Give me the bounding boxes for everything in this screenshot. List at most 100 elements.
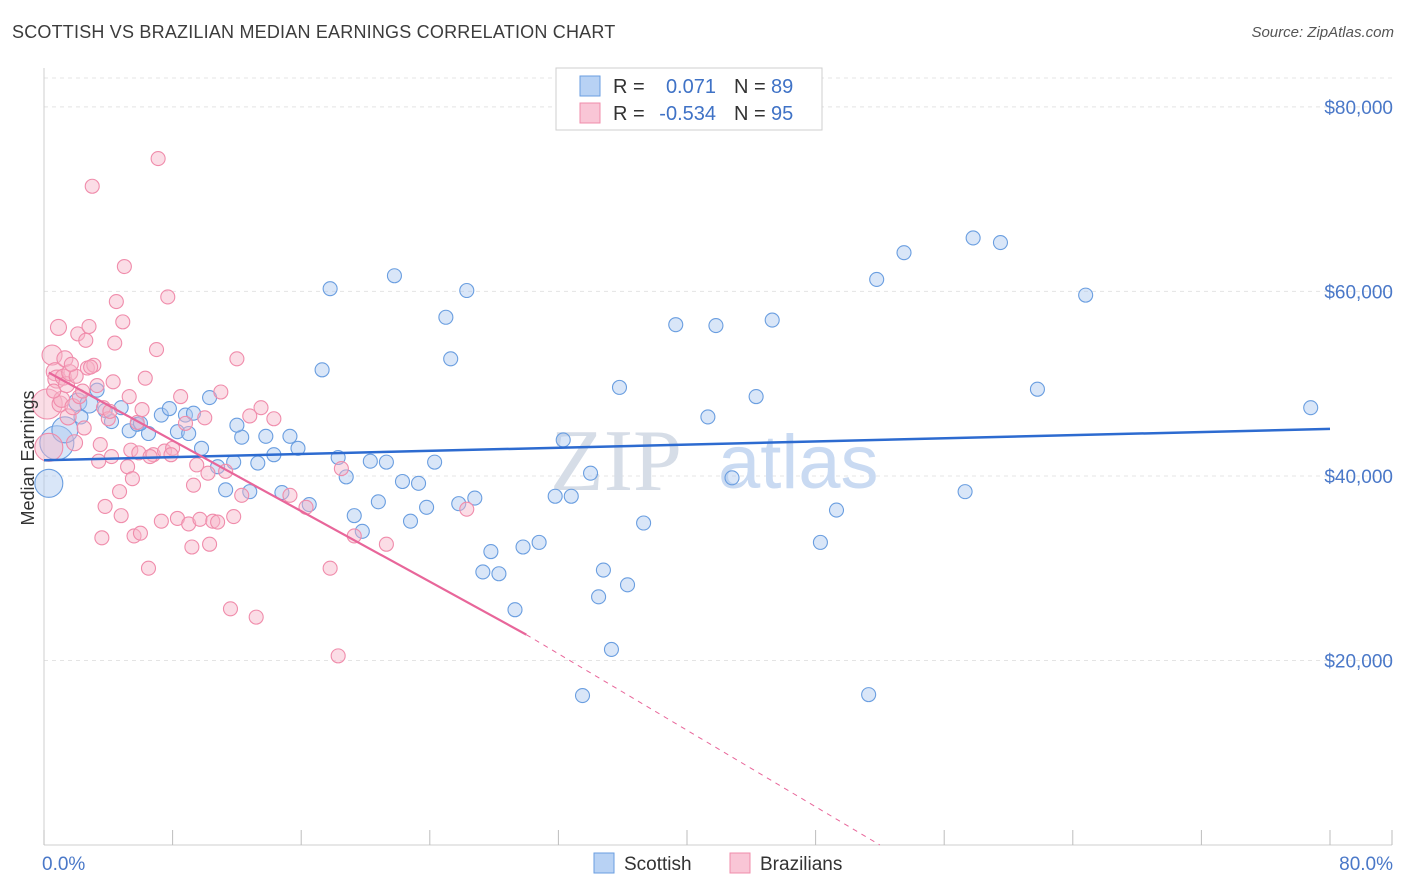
scottish-point [957,484,973,500]
scottish-point [668,317,684,333]
brazilian-point [100,411,116,427]
brazilian-point [200,465,216,481]
scottish-point [582,465,599,481]
scottish-point [161,401,177,417]
brazilian-point [121,389,137,405]
bottom-legend: Scottish Brazilians [593,852,842,875]
scottish-point [427,454,443,470]
scottish-point [724,470,740,486]
brazilian-points [31,151,475,664]
scottish-point [410,475,427,491]
brazilian-point [213,384,229,400]
brazilian-point [116,258,132,275]
scottish-point [491,566,507,582]
brazilian-point [322,560,338,576]
scottish-point [451,496,467,512]
brazilian-point [234,487,250,503]
brazilian-point [222,601,239,617]
brazilian-point [163,447,179,463]
scottish-point [603,641,619,657]
scottish-point [475,564,491,580]
scottish-point [314,362,330,378]
brazilian-point [76,420,92,436]
brazilian-point [197,410,213,426]
brazilian-point [210,514,226,530]
scottish-point [438,309,454,325]
brazilian-point [63,356,79,372]
scottish-point [419,499,435,515]
brazilian-point [282,487,298,503]
scottish-point [531,534,547,550]
scottish-point [507,602,523,618]
bottom-legend-brazilians: Brazilians [760,854,842,875]
brazilian-point [89,377,105,394]
scottish-point [370,494,386,510]
brazilian-point [173,389,189,405]
legend-n-label: N = [734,76,766,98]
brazilian-point [137,370,153,386]
brazilian-point [124,471,140,487]
legend-r-label: R = [613,103,645,125]
scottish-point [229,417,245,433]
brazilian-point [132,525,148,541]
scottish-point [515,539,531,555]
brazilian-point [115,314,131,330]
bottom-legend-swatch-brazilians [729,852,751,874]
brazilian-point [202,536,218,552]
brazilian-point [81,318,97,335]
scottish-point [322,281,338,297]
scottish-point [611,379,628,395]
scottish-point [708,318,724,334]
x-tick-label-max: 80.0% [1339,854,1393,875]
scottish-point [354,523,370,539]
brazilian-point [248,609,264,625]
brazilian-point [46,383,62,399]
scottish-point [338,469,354,485]
scottish-point [574,687,591,704]
scottish-point [764,312,780,328]
scottish-point [1303,400,1319,416]
brazilian-point [134,401,150,418]
brazilian-point [184,539,200,555]
brazilian-point [107,335,123,351]
watermark: ZIP atlas [550,413,879,510]
brazilian-point [192,511,208,527]
brazilian-point [84,178,100,194]
brazilian-point [266,411,282,427]
scottish-point [282,428,298,444]
scottish-point [346,508,362,524]
trend-lines [43,371,1331,846]
scottish-point [595,562,611,578]
legend-swatch-scottish [579,75,601,97]
brazilian-point [34,432,64,462]
scottish-point [185,405,202,421]
brazilian-point [459,501,475,517]
brazilian-point [91,453,107,469]
scottish-point [394,473,411,490]
brazilian-point [226,508,242,525]
scottish-point [378,454,394,470]
brazilian-point [105,374,121,390]
bottom-legend-scottish: Scottish [624,854,692,875]
watermark-atlas: atlas [718,420,879,505]
brazilian-point [153,513,169,529]
brazilian-point [97,498,113,514]
scottish-point [636,515,652,531]
brazilian-point [205,513,221,529]
brazilian-point [148,342,165,358]
scottish-point [828,502,845,518]
scottish-point [459,282,475,299]
scottish-points [34,230,1319,704]
y-tick-label: $40,000 [1324,467,1393,488]
scottish-point [258,428,274,444]
legend-n-value: 95 [771,103,793,125]
watermark-zip: ZIP [550,413,682,510]
y-axis-label: Median Earnings [18,390,38,525]
y-tick-labels: $20,000 $40,000 $60,000 $80,000 [1324,98,1393,673]
legend-r-value: 0.071 [666,76,716,98]
brazilian-point [189,457,205,473]
scottish-point [547,488,563,504]
brazilian-point [113,508,129,524]
scottish-point [1029,381,1045,397]
gridlines [44,77,1392,661]
